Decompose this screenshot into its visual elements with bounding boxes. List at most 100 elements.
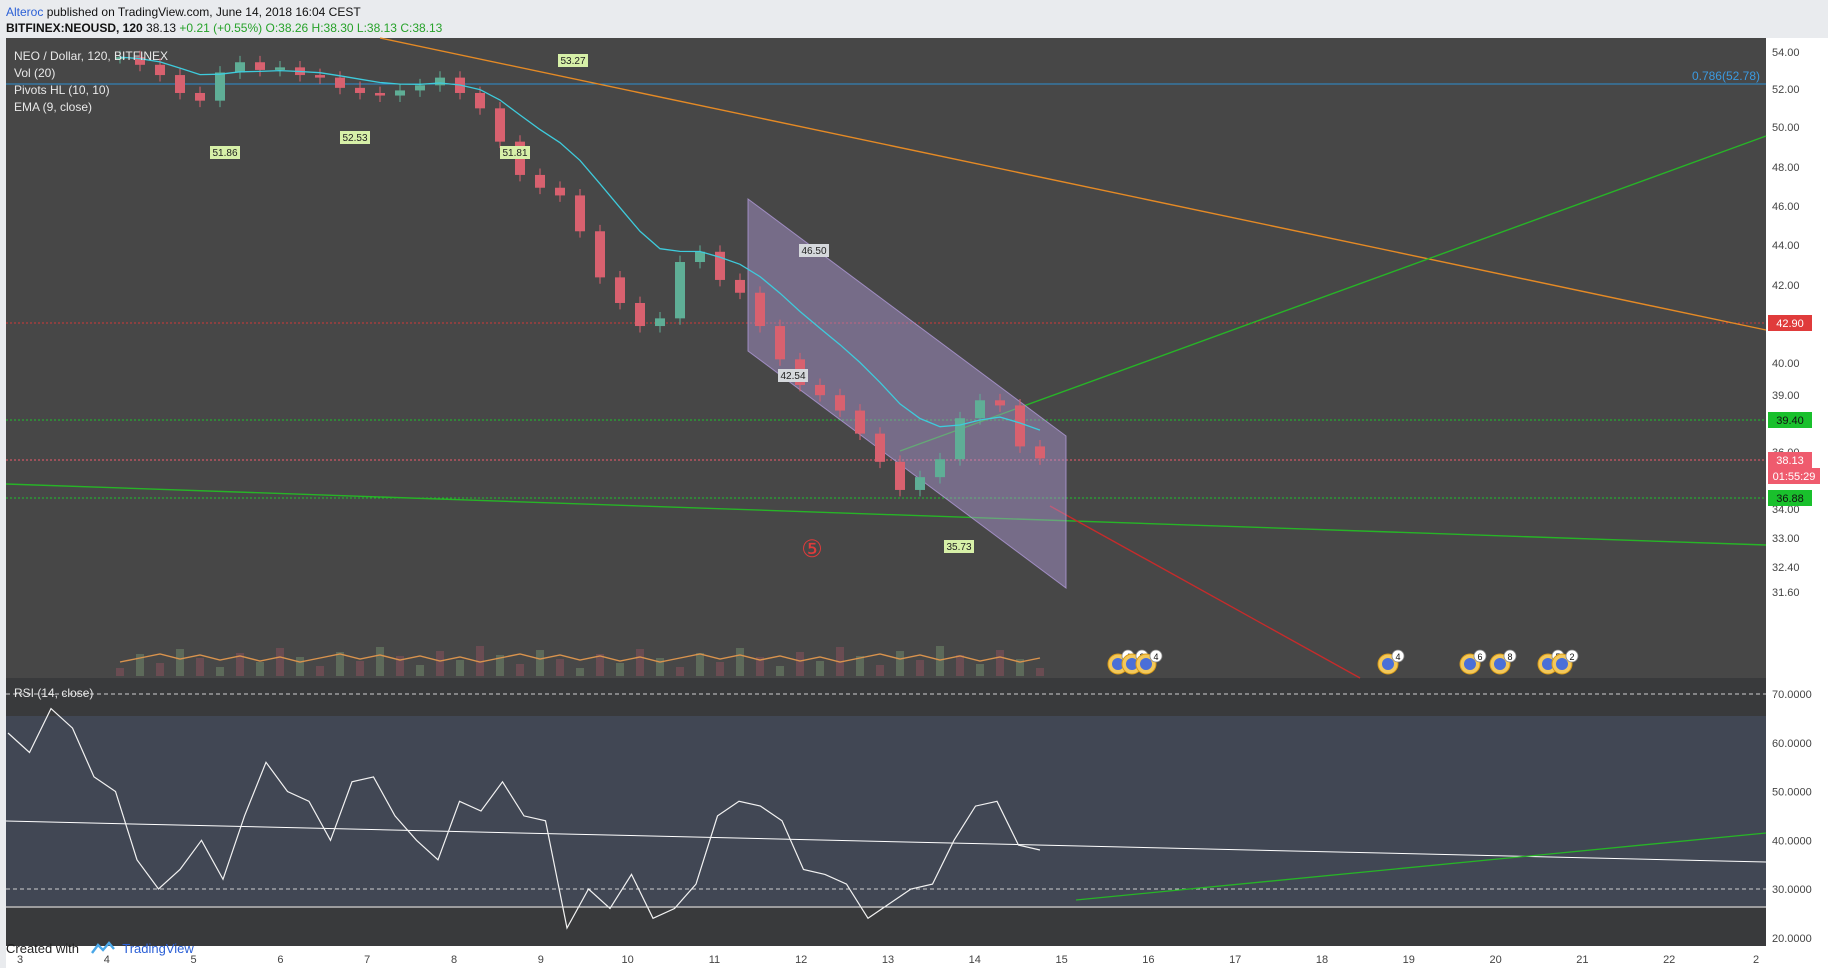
price-axis-tick: 31.60 <box>1772 587 1800 599</box>
close-value: C:38.13 <box>400 21 443 35</box>
event-flag-icon <box>1382 658 1394 670</box>
volume-bar <box>356 661 364 676</box>
time-axis-tick: 5 <box>191 954 197 966</box>
legend: NEO / Dollar, 120, BITFINEX Vol (20) Piv… <box>14 49 168 114</box>
volume-bar <box>556 659 564 676</box>
candle-body <box>715 251 725 280</box>
time-axis-tick: 22 <box>1663 954 1675 966</box>
tradingview-logo-icon <box>90 941 115 958</box>
event-flag-icon <box>1464 658 1476 670</box>
volume-bar <box>536 650 544 676</box>
price-tag: 39.40 <box>1776 415 1804 427</box>
event-count-badge <box>1473 649 1487 663</box>
time-axis[interactable] <box>6 946 1828 968</box>
rsi-axis-tick: 50.0000 <box>1772 787 1812 799</box>
event-flag-icon <box>1542 658 1554 670</box>
candle-body <box>155 64 165 76</box>
volume-bar <box>996 650 1004 676</box>
time-axis-tick: 20 <box>1489 954 1501 966</box>
rsi-axis-labels: 70.0000 60.0000 50.0000 40.0000 30.0000 20.00… <box>1772 689 1812 945</box>
volume-bar <box>956 655 964 676</box>
candle-body <box>635 302 645 327</box>
volume-bar <box>796 652 804 676</box>
price-tag: 36.88 <box>1776 493 1804 505</box>
candle-body <box>1015 405 1025 447</box>
price-axis-tick: 34.00 <box>1772 504 1800 516</box>
volume-bar <box>336 652 344 676</box>
price-tags: 42.90 39.40 38.13 01:55:29 36.88 <box>1768 315 1820 506</box>
price-axis-tick: 42.00 <box>1772 280 1800 292</box>
candle-body <box>235 62 245 73</box>
pivot-labels: 51.86 52.53 53.27 51.81 46.50 42.54 35.7… <box>210 54 974 553</box>
time-axis-tick: 6 <box>277 954 283 966</box>
candle-body <box>315 75 325 78</box>
rsi-axis-tick: 60.0000 <box>1772 738 1812 750</box>
rsi-green-trend-line <box>1075 832 1767 901</box>
candle-body <box>435 77 445 86</box>
red-projection-line[interactable] <box>1049 505 1361 679</box>
event-count: 4 <box>1153 652 1158 662</box>
green-uptrend-line[interactable] <box>899 135 1767 452</box>
volume-bar <box>856 656 864 676</box>
time-axis-tick: 14 <box>969 954 981 966</box>
last-price: 38.13 <box>146 21 177 35</box>
volume-bar <box>376 647 384 676</box>
volume-bar <box>636 649 644 676</box>
economic-events[interactable]: 43446852 <box>1107 649 1579 675</box>
price-axis-tick: 32.40 <box>1772 562 1800 574</box>
candle-body <box>875 433 885 462</box>
candle-body <box>755 292 765 327</box>
candle-body <box>275 67 285 70</box>
created-with-text: Created with <box>6 941 79 956</box>
time-axis-tick: 11 <box>709 954 720 966</box>
pivot-low-label: 51.81 <box>502 148 527 159</box>
candle-body <box>695 251 705 263</box>
author-link[interactable]: Alteroc <box>6 5 44 19</box>
time-axis-tick: 2 <box>1753 954 1759 966</box>
legend-rsi: RSI (14, close) <box>14 686 93 700</box>
candle-body <box>975 400 985 419</box>
volume-bar <box>236 653 244 676</box>
rsi-trend-line <box>5 820 1767 863</box>
price-tag: 38.13 <box>1776 455 1804 467</box>
volume-bar <box>776 666 784 676</box>
volume-bar <box>516 664 524 676</box>
time-axis-tick: 10 <box>621 954 633 966</box>
event-flag-icon <box>1494 658 1506 670</box>
event-flag-icon <box>1112 658 1124 670</box>
volume-bar <box>456 660 464 676</box>
event-flag-icon <box>1126 658 1138 670</box>
orange-downtrend-line[interactable] <box>379 37 1767 331</box>
candle-body <box>675 262 685 319</box>
chart-canvas[interactable]: 54.0052.0050.0048.0046.0044.0042.0041.00… <box>0 36 1828 968</box>
volume-bar <box>436 651 444 676</box>
candle-body <box>555 187 565 196</box>
tradingview-link[interactable]: TradingView <box>122 941 194 956</box>
time-axis-labels: 3 4 5 6 7 8 9 10 11 12 13 14 15 16 17 18 19 20 21 22 2 <box>17 954 1759 966</box>
descending-channel[interactable] <box>747 198 1067 589</box>
time-axis-tick: 3 <box>17 954 23 966</box>
time-axis-tick: 4 <box>104 954 110 966</box>
candle-body <box>895 461 905 490</box>
candle-body <box>415 85 425 91</box>
green-long-trend-line[interactable] <box>5 483 1767 546</box>
event-count: 8 <box>1507 652 1512 662</box>
price-tag: 42.90 <box>1776 318 1804 330</box>
candle-body <box>1035 446 1045 459</box>
rsi-axis-tick: 30.0000 <box>1772 884 1812 896</box>
volume-bar <box>316 666 324 676</box>
candle-body <box>255 62 265 70</box>
time-axis-tick: 7 <box>364 954 370 966</box>
volume-bar <box>656 658 664 676</box>
time-axis-tick: 19 <box>1403 954 1415 966</box>
pivot-low-label: 42.54 <box>780 371 805 382</box>
volume-bar <box>716 662 724 676</box>
candle-body <box>815 384 825 396</box>
volume-bar <box>216 667 224 676</box>
candle-body <box>915 477 925 490</box>
change-value: +0.21 (+0.55%) <box>179 21 263 35</box>
price-axis-tick: 52.00 <box>1772 84 1800 96</box>
candle-body <box>735 279 745 293</box>
ema-line <box>119 56 1041 431</box>
legend-main: NEO / Dollar, 120, BITFINEX <box>14 49 168 63</box>
